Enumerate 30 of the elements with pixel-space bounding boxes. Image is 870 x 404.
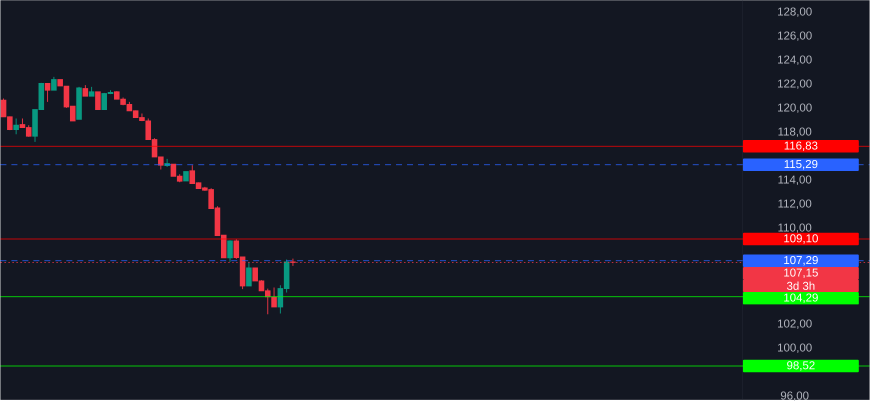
y-tick-label: 118,00 [778, 127, 812, 137]
candlestick [95, 91, 101, 110]
ref-line-label: 115,29 [784, 160, 818, 170]
y-tick-label: 126,00 [778, 31, 812, 41]
candlestick [13, 118, 19, 135]
candlestick [51, 76, 57, 91]
candlestick [76, 86, 82, 120]
y-tick-label: 102,00 [778, 319, 812, 329]
candlestick [88, 86, 94, 97]
y-tick-label: 120,00 [778, 103, 812, 113]
candlestick [183, 170, 189, 182]
ref-line-label: 107,29 [784, 256, 818, 266]
y-tick-label: 122,00 [778, 79, 812, 89]
text: 3d 3h [786, 281, 814, 290]
candlestick [227, 240, 233, 262]
y-tick-label: 96,00 [780, 391, 809, 401]
ref-line-label: 109,10 [784, 234, 818, 244]
y-tick-label: 100,00 [778, 343, 812, 353]
ref-line-label: 98,52 [787, 361, 815, 371]
ref-line-label: 104,29 [784, 293, 818, 303]
y-tick-label: 128,00 [778, 7, 812, 17]
candlestick [82, 84, 88, 97]
candlestick [44, 82, 50, 102]
candlestick [246, 261, 252, 286]
y-tick-label: 114,00 [778, 175, 812, 185]
ref-line-label: 116,83 [784, 141, 818, 151]
y-tick-label: 110,00 [778, 223, 812, 233]
y-tick-label: 124,00 [778, 55, 812, 65]
ref-line-label: 107,15 [784, 268, 818, 278]
y-tick-label: 112,00 [778, 199, 812, 209]
